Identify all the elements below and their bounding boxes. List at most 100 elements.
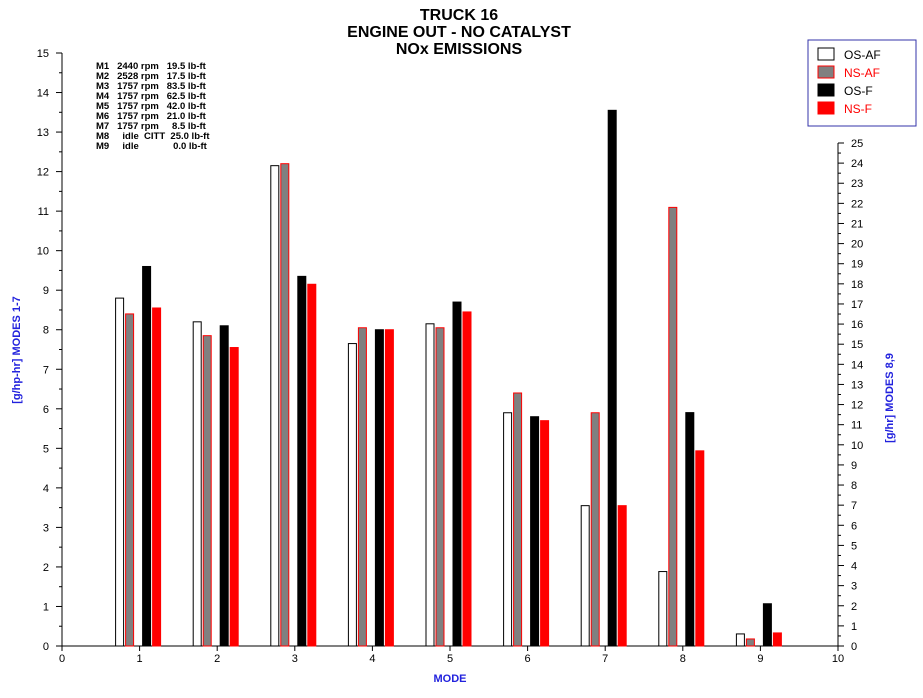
x-tick-label: 9 — [757, 653, 763, 665]
mode-condition-line: M5 1757 rpm 42.0 lb-ft — [96, 101, 207, 112]
y-right-tick-label: 6 — [851, 520, 857, 532]
mode-condition-line: M8 idle CITT 25.0 lb-ft — [96, 131, 210, 142]
bar-os-af-mode-5 — [425, 323, 435, 647]
bar-ns-af-mode-3 — [280, 163, 290, 647]
bar-os-f-mode-7 — [607, 109, 617, 647]
legend-label-os-f: OS-F — [844, 84, 873, 98]
x-axis-label: MODE — [434, 673, 467, 685]
y-left-tick-label: 2 — [43, 562, 49, 574]
y-right-tick-label: 20 — [851, 239, 863, 251]
x-tick-label: 6 — [525, 653, 531, 665]
bar-os-af-mode-4 — [347, 343, 357, 647]
bar-ns-f-mode-8 — [695, 450, 705, 647]
bar-ns-af-mode-2 — [202, 335, 212, 647]
mode-condition-line: M3 1757 rpm 83.5 lb-ft — [96, 81, 207, 92]
y-left-tick-label: 7 — [43, 364, 49, 376]
mode-condition-line: M1 2440 rpm 19.5 lb-ft — [96, 61, 207, 72]
mode-condition-line: M7 1757 rpm 8.5 lb-ft — [96, 121, 207, 132]
bar-os-f-mode-1 — [142, 265, 152, 647]
legend-label-ns-f: NS-F — [844, 102, 872, 116]
bar-os-f-mode-5 — [452, 301, 462, 647]
mode-condition-line: M4 1757 rpm 62.5 lb-ft — [96, 91, 207, 102]
chart-axes: 0 1 2 3 4 5 6 7 8 9 100123456789101112131415012345… — [37, 48, 864, 665]
y-left-tick-label: 14 — [37, 88, 49, 100]
y-left-tick-label: 11 — [38, 206, 49, 218]
x-tick-label: 10 — [832, 653, 844, 665]
y-right-tick-label: 8 — [851, 480, 857, 492]
bar-os-af-mode-7 — [580, 505, 590, 647]
y-left-tick-label: 9 — [43, 285, 49, 297]
y-right-tick-label: 24 — [851, 158, 863, 170]
y-left-tick-label: 12 — [37, 167, 49, 179]
x-tick-label: 3 — [292, 653, 298, 665]
bar-os-f-mode-8 — [685, 412, 695, 647]
y-axis-right-label: [g/hr] MODES 8,9 — [884, 353, 896, 443]
y-right-tick-label: 21 — [851, 218, 863, 230]
legend-swatch-ns-af — [817, 65, 835, 79]
legend-swatch-os-f — [817, 83, 835, 97]
bar-os-f-mode-6 — [530, 416, 540, 647]
y-right-tick-label: 1 — [851, 621, 857, 633]
bar-ns-f-mode-2 — [229, 347, 239, 647]
bar-ns-af-mode-9 — [745, 638, 755, 647]
y-right-tick-label: 16 — [851, 319, 863, 331]
bar-os-f-mode-4 — [374, 329, 384, 647]
chart-title-line: NOx EMISSIONS — [396, 41, 523, 58]
y-left-tick-label: 3 — [43, 522, 49, 534]
bar-ns-f-mode-5 — [462, 311, 472, 647]
mode-condition-line: M9 idle 0.0 lb-ft — [96, 141, 208, 152]
legend-label-os-af: OS-AF — [844, 48, 881, 62]
bar-ns-af-mode-5 — [435, 327, 445, 647]
bar-ns-f-mode-1 — [152, 307, 162, 647]
x-tick-label: 2 — [214, 653, 220, 665]
y-right-tick-label: 22 — [851, 198, 863, 210]
y-left-tick-label: 1 — [43, 601, 49, 613]
x-tick-label: 0 — [59, 653, 65, 665]
y-right-tick-label: 15 — [851, 339, 863, 351]
legend-swatch-ns-f — [817, 101, 835, 115]
bar-ns-f-mode-9 — [772, 632, 782, 647]
y-left-tick-label: 6 — [43, 404, 49, 416]
y-right-tick-label: 25 — [851, 138, 863, 150]
bar-ns-af-mode-1 — [125, 313, 135, 647]
bar-os-f-mode-3 — [297, 275, 307, 647]
bar-ns-f-mode-3 — [307, 283, 317, 647]
axis-labels: MODE [g/hp-hr] MODES 1-7 [g/hr] MODES 8,9 — [11, 296, 896, 685]
bar-ns-af-mode-7 — [590, 412, 600, 647]
x-tick-label: 1 — [137, 653, 143, 665]
chart-title-line: TRUCK 16 — [420, 7, 498, 24]
y-left-tick-label: 15 — [37, 48, 49, 60]
bar-ns-af-mode-4 — [357, 327, 367, 647]
mode-condition-line: M2 2528 rpm 17.5 lb-ft — [96, 71, 207, 82]
chart-legend: OS-AF NS-AF OS-F NS-F — [807, 39, 917, 127]
y-right-tick-label: 23 — [851, 178, 863, 190]
y-right-tick-label: 18 — [851, 279, 863, 291]
bar-os-af-mode-9 — [735, 633, 745, 647]
bar-os-af-mode-3 — [270, 165, 280, 647]
mode-condition-line: M6 1757 rpm 21.0 lb-ft — [96, 111, 207, 122]
bar-os-af-mode-1 — [115, 297, 125, 647]
bar-ns-f-mode-4 — [384, 329, 394, 647]
bar-ns-f-mode-6 — [540, 420, 550, 647]
y-left-tick-label: 8 — [43, 325, 49, 337]
y-left-tick-label: 13 — [37, 127, 49, 139]
bar-os-f-mode-9 — [762, 603, 772, 647]
y-right-tick-label: 11 — [851, 420, 862, 432]
y-left-tick-label: 5 — [43, 443, 49, 455]
bar-os-af-mode-2 — [192, 321, 202, 647]
x-tick-label: 8 — [680, 653, 686, 665]
x-tick-label: 7 — [602, 653, 608, 665]
x-tick-label: 4 — [369, 653, 375, 665]
y-left-tick-label: 10 — [37, 246, 49, 258]
bar-ns-af-mode-8 — [668, 206, 678, 647]
y-right-tick-label: 7 — [851, 500, 857, 512]
y-right-tick-label: 17 — [851, 299, 863, 311]
bar-ns-af-mode-6 — [513, 392, 523, 647]
chart-title-line: ENGINE OUT - NO CATALYST — [347, 24, 571, 41]
y-axis-left-label: [g/hp-hr] MODES 1-7 — [11, 296, 23, 404]
y-left-tick-label: 4 — [43, 483, 49, 495]
y-left-tick-label: 0 — [43, 641, 49, 653]
